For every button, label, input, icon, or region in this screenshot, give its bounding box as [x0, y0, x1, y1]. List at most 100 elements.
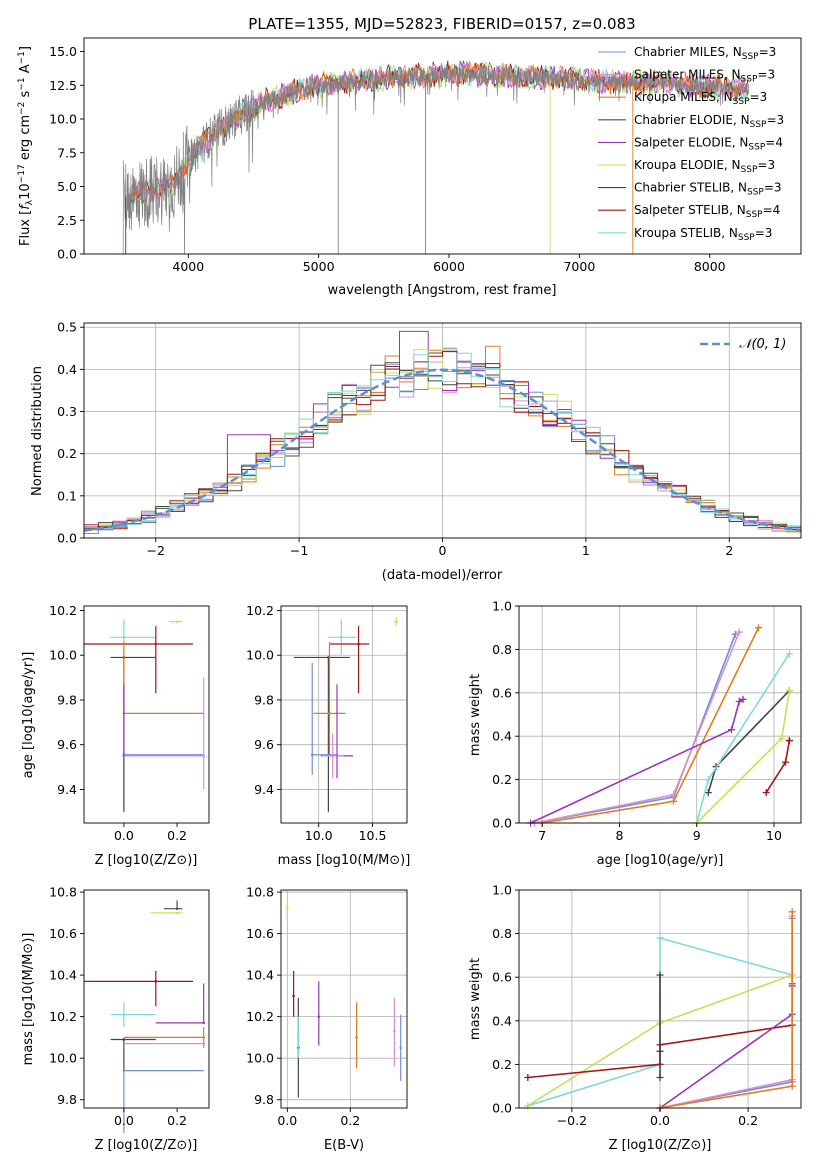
legend-entry: Kroupa MILES, NSSP=3	[634, 90, 767, 107]
plus-marker	[755, 624, 763, 632]
y-tick-label: 10.4	[246, 968, 274, 983]
x-tick-label: 7	[538, 828, 546, 843]
x-tick-label: 0.2	[167, 1113, 187, 1128]
data-point	[202, 1042, 205, 1045]
y-tick-label: 9.8	[57, 692, 77, 707]
y-tick-label: 1.0	[492, 599, 512, 614]
x-tick-label: 4000	[172, 259, 204, 274]
y-tick-label: 10.0	[49, 112, 77, 127]
axes-frame	[518, 605, 802, 824]
axes-frame	[280, 605, 408, 824]
y-tick-label: 9.4	[254, 782, 274, 797]
mass-vs-z-axes: 0.0 0.2 9.8 10.0 10.2 10.4 10.6 10.8 Z [log10(Z/…	[21, 885, 210, 1153]
legend-entry: Kroupa ELODIE, NSSP=3	[634, 158, 775, 175]
histogram-step	[84, 350, 801, 531]
data-point	[175, 620, 179, 623]
y-tick-label: 0.4	[57, 362, 77, 377]
data-point	[202, 1021, 205, 1025]
x-tick-label: 7000	[563, 259, 595, 274]
x-tick-label: −1	[290, 543, 308, 558]
plot-area	[122, 59, 750, 254]
x-tick-label: 0.2	[738, 1113, 758, 1128]
y-axis-label: mass [log10(M/M⊙)]	[21, 933, 36, 1066]
x-axis-label: Z [log10(Z/Z⊙)]	[95, 1138, 198, 1153]
axes-frame	[83, 889, 210, 1109]
y-tick-label: 10.8	[49, 885, 77, 900]
plus-marker	[735, 628, 743, 636]
legend-entry: Chabrier ELODIE, NSSP=3	[634, 113, 784, 130]
plus-marker	[704, 789, 712, 797]
y-tick-label: 0.0	[492, 1101, 512, 1116]
spectrum-axes: 4000 5000 6000 7000 8000 0.0 2.5 5.0 7.5 10.0 12.5…	[17, 37, 802, 298]
plus-marker	[778, 734, 786, 742]
y-tick-label: 0.3	[57, 404, 77, 419]
histogram-step	[84, 347, 801, 533]
y-tick-label: 10.2	[246, 603, 274, 618]
data-point	[202, 1036, 205, 1039]
y-tick-label: 0.0	[57, 531, 77, 546]
plus-marker	[762, 789, 770, 797]
y-tick-label: 7.5	[57, 145, 77, 160]
histogram-step	[84, 365, 801, 529]
plus-marker	[704, 776, 712, 784]
plot-area	[84, 900, 205, 1133]
x-tick-label: 8	[615, 828, 623, 843]
y-tick-label: 10.6	[246, 926, 274, 941]
y-tick-label: 2.5	[57, 213, 77, 228]
y-tick-label: 0.1	[57, 488, 77, 503]
data-point	[310, 753, 314, 757]
data-point	[297, 1036, 300, 1039]
y-tick-label: 9.4	[57, 782, 77, 797]
data-point	[394, 620, 398, 623]
x-tick-label: 10.0	[305, 828, 333, 843]
x-tick-label: 0.2	[167, 828, 187, 843]
legend-entry: Salpeter ELODIE, NSSP=4	[634, 135, 783, 152]
y-tick-label: 0.8	[492, 642, 512, 657]
y-tick-label: 0.2	[492, 1057, 512, 1072]
data-point	[154, 980, 158, 983]
y-tick-label: 10.0	[246, 1051, 274, 1066]
data-point	[122, 1069, 126, 1072]
y-tick-label: 9.6	[57, 737, 77, 752]
y-tick-label: 0.0	[57, 247, 77, 262]
x-tick-label: 1	[582, 543, 590, 558]
y-tick-label: 0.0	[492, 816, 512, 831]
y-axis-label: Flux [fλ10−17 erg cm−2 s−1 A−1]	[17, 46, 35, 246]
data-point	[286, 907, 289, 910]
y-tick-label: 0.6	[492, 685, 512, 700]
mass-vs-ebv-axes: 0.0 0.2 9.8 10.0 10.2 10.4 10.6 10.8 E(B-V)	[246, 885, 408, 1153]
y-tick-label: 0.2	[57, 446, 77, 461]
age-vs-z-axes: 0.0 0.2 9.4 9.6 9.8 10.0 10.2 Z [log10(Z/Z⊙)] ag…	[21, 603, 210, 868]
plot-area	[84, 619, 205, 812]
plus-marker	[656, 1047, 664, 1055]
x-tick-label: 10	[766, 828, 782, 843]
age-vs-mass-axes: 10.0 10.5 9.4 9.6 9.8 10.0 10.2 mass [log10(M/M…	[246, 603, 410, 868]
data-point	[202, 754, 205, 758]
y-tick-label: 10.0	[49, 648, 77, 663]
y-axis-label: age [log10(age/yr)]	[21, 652, 36, 779]
x-tick-label: 0	[439, 543, 447, 558]
x-tick-label: −2	[146, 543, 164, 558]
plus-marker	[788, 1082, 796, 1090]
legend-entry: Salpeter STELIB, NSSP=4	[634, 203, 780, 220]
legend-entry: Chabrier STELIB, NSSP=3	[634, 181, 782, 198]
y-tick-label: 10.8	[246, 885, 274, 900]
axes-frame	[280, 889, 408, 1109]
legend-entry: Kroupa STELIB, NSSP=3	[634, 226, 772, 243]
data-point	[357, 642, 360, 646]
x-tick-label: 6000	[433, 259, 465, 274]
x-tick-label: 0.0	[114, 1113, 134, 1128]
data-point	[292, 994, 295, 998]
y-tick-label: 10.2	[49, 603, 77, 618]
y-tick-label: 9.6	[254, 737, 274, 752]
massweight-vs-z-axes: −0.2 0.0 0.2 0.0 0.2 0.4 0.6 0.8 1.0 Z [log10(Z/Z…	[468, 883, 802, 1153]
x-axis-label: (data-model)/error	[382, 568, 503, 583]
plus-marker	[735, 697, 743, 705]
plus-marker	[524, 1073, 532, 1081]
y-tick-label: 9.8	[57, 1092, 77, 1107]
plus-marker	[656, 971, 664, 979]
plus-marker	[788, 908, 796, 916]
axes-frame	[83, 37, 802, 255]
data-point	[317, 1015, 321, 1018]
plus-marker	[785, 737, 793, 745]
